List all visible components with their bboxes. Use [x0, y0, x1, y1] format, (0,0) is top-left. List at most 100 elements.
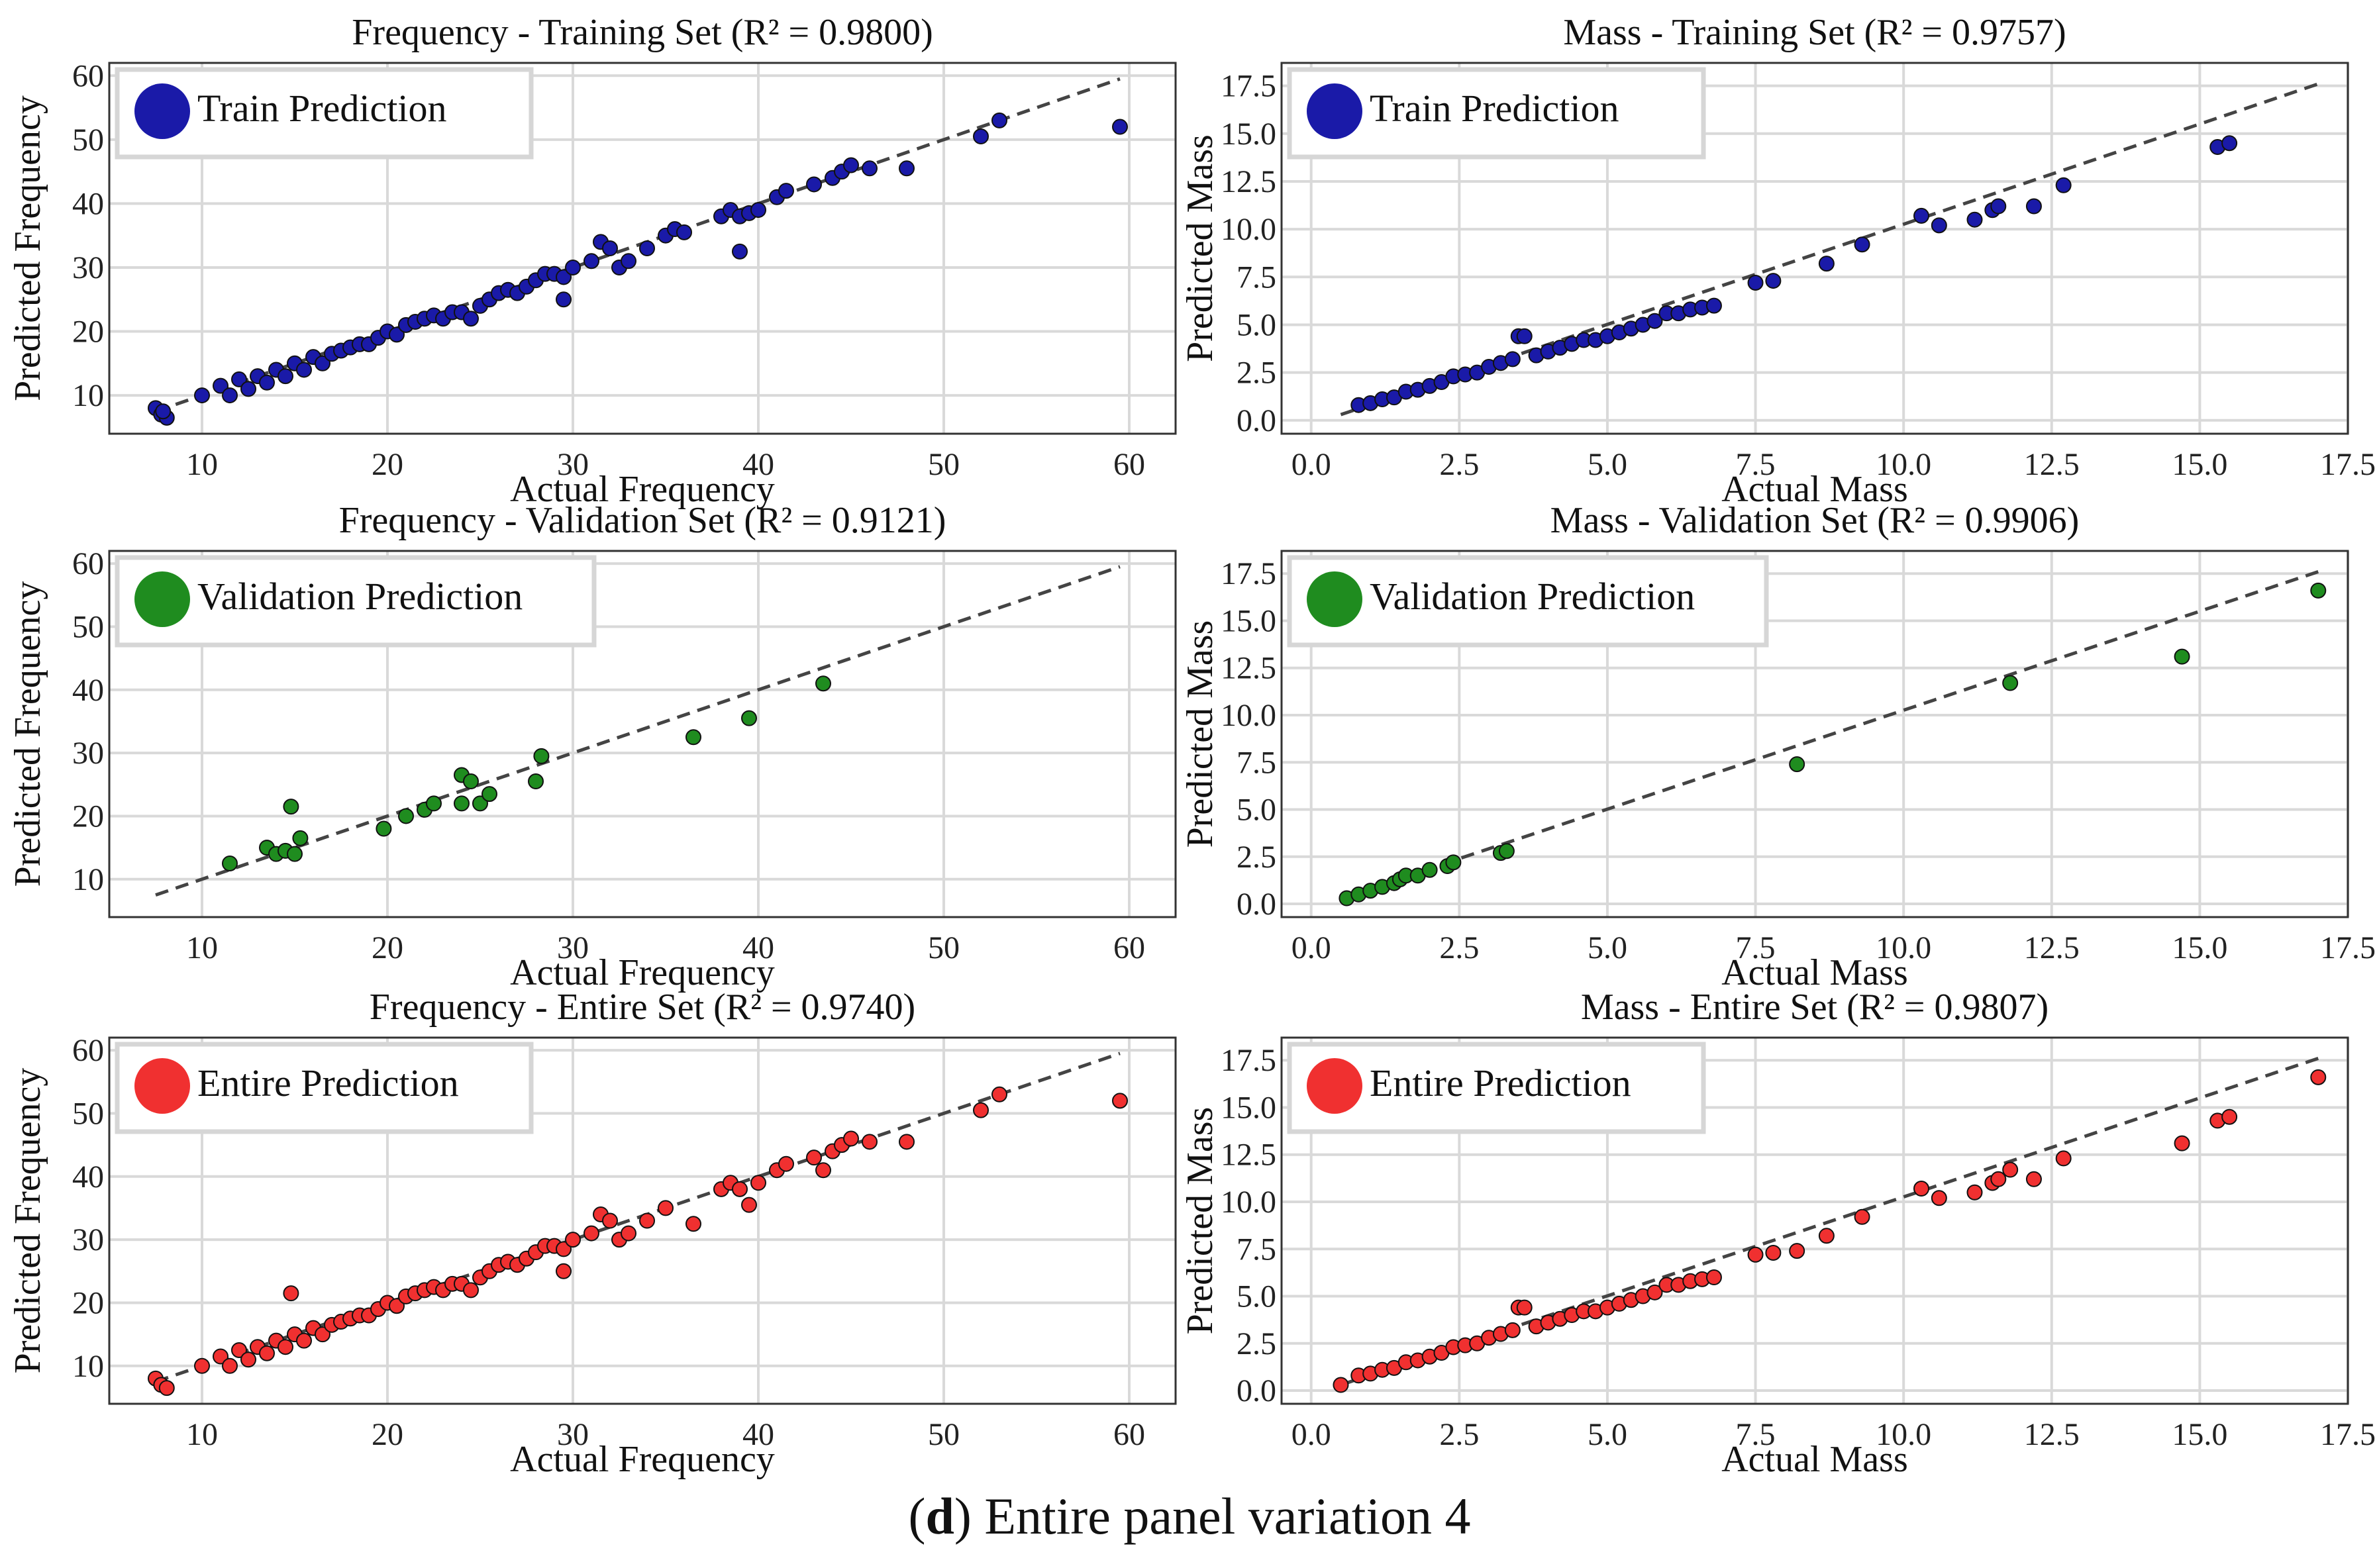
x-tick-label: 7.5	[1736, 447, 1776, 482]
x-tick-label: 10.0	[1876, 930, 1931, 965]
data-point	[1705, 297, 1722, 314]
data-point	[658, 1200, 674, 1216]
x-tick-label: 12.5	[2024, 447, 2080, 482]
data-point	[1646, 1284, 1663, 1300]
x-tick-label: 50	[928, 447, 960, 482]
x-tick-label: 0.0	[1291, 447, 1331, 482]
x-axis-label: Actual Mass	[1721, 952, 1908, 993]
caption-letter: d	[925, 1487, 954, 1545]
plot-frame	[1280, 1036, 2349, 1405]
x-tick-label: 10	[186, 1417, 218, 1452]
y-tick-label: 2.5	[1237, 840, 1276, 875]
data-point	[1789, 1243, 1805, 1259]
y-tick-label: 30	[72, 736, 104, 771]
data-point	[1421, 861, 1438, 878]
y-tick-label: 10	[72, 1349, 104, 1384]
data-point	[2310, 582, 2327, 599]
data-point	[376, 820, 392, 837]
x-axis-label: Actual Mass	[1721, 469, 1908, 510]
data-point	[1765, 1244, 1782, 1261]
data-point	[685, 1216, 701, 1232]
data-point	[231, 1342, 247, 1358]
data-point	[843, 1130, 859, 1147]
x-tick-label: 15.0	[2172, 930, 2227, 965]
data-point	[1818, 1228, 1835, 1244]
y-tick-label: 20	[72, 799, 104, 834]
data-point	[565, 259, 581, 275]
data-point	[778, 1155, 794, 1172]
data-point	[639, 1212, 655, 1229]
data-point	[296, 1332, 312, 1349]
chart-freq-train: 10 20 30 40 50 60 10 20 30 40 50 60 Frequency - Trai…	[7, 12, 1177, 510]
reference-line	[155, 565, 1121, 897]
y-tick-label: 50	[72, 1096, 104, 1131]
data-point	[528, 773, 544, 790]
data-point	[1646, 313, 1663, 329]
data-point	[685, 729, 701, 746]
x-tick-label: 15.0	[2172, 447, 2227, 482]
legend-marker	[1307, 83, 1362, 139]
y-axis-label: Predicted Mass	[1180, 620, 1221, 848]
chart-freq-val: 10 20 30 40 50 60 10 20 30 40 50 60 Frequency - Vali…	[7, 500, 1177, 993]
y-tick-label: 5.0	[1237, 1279, 1276, 1314]
data-point	[1516, 1299, 1533, 1316]
data-point	[283, 799, 299, 815]
data-point	[565, 1232, 581, 1248]
y-tick-label: 20	[72, 1285, 104, 1320]
x-tick-label: 7.5	[1736, 1417, 1776, 1452]
y-tick-label: 60	[72, 546, 104, 581]
legend: Validation Prediction	[115, 555, 597, 648]
data-point	[398, 808, 414, 824]
x-tick-label: 5.0	[1588, 1417, 1627, 1452]
y-tick-label: 2.5	[1237, 356, 1276, 391]
chart-freq-all: 10 20 30 40 50 60 10 20 30 40 50 60 Frequency - Enti…	[7, 987, 1177, 1480]
data-point	[1966, 211, 1983, 228]
y-tick-label: 0.0	[1237, 1373, 1276, 1408]
y-tick-label: 60	[72, 58, 104, 93]
data-point	[732, 1181, 748, 1197]
data-point	[1112, 1093, 1128, 1109]
data-point	[389, 326, 405, 343]
data-point	[463, 311, 479, 327]
legend: Entire Prediction	[115, 1042, 534, 1134]
data-point	[602, 240, 618, 256]
chart-title: Mass - Entire Set (R² = 0.9807)	[1581, 987, 2049, 1028]
data-point	[639, 240, 655, 256]
plot-frame	[108, 1036, 1177, 1405]
figure-caption: (d) Entire panel variation 4	[0, 1487, 2379, 1546]
y-tick-label: 17.5	[1221, 556, 1276, 591]
y-tick-label: 40	[72, 186, 104, 221]
data-point	[1789, 756, 1805, 773]
x-tick-label: 50	[928, 1417, 960, 1452]
legend-marker	[1307, 1058, 1362, 1114]
x-tick-label: 7.5	[1736, 930, 1776, 965]
x-tick-label: 40	[742, 447, 774, 482]
legend-label: Entire Prediction	[197, 1061, 459, 1104]
data-point	[1990, 198, 2007, 215]
data-point	[213, 1348, 228, 1365]
y-tick-label: 0.0	[1237, 403, 1276, 438]
legend-label: Train Prediction	[1370, 87, 1619, 130]
data-point	[991, 112, 1007, 128]
data-point	[1854, 1208, 1870, 1225]
x-tick-label: 15.0	[2172, 1417, 2227, 1452]
legend: Train Prediction	[1287, 67, 1706, 160]
data-point	[1112, 119, 1128, 135]
y-tick-label: 12.5	[1221, 1138, 1276, 1173]
x-tick-label: 30	[557, 447, 589, 482]
data-point	[481, 786, 497, 803]
data-point	[556, 1241, 572, 1257]
data-point	[155, 403, 172, 420]
data-point	[1747, 1246, 1764, 1263]
data-point	[2025, 198, 2042, 215]
plot-frame	[108, 62, 1177, 435]
data-point	[806, 1150, 822, 1166]
x-tick-label: 60	[1113, 930, 1145, 965]
data-point	[287, 846, 303, 862]
data-point	[2221, 135, 2238, 152]
y-tick-label: 40	[72, 1159, 104, 1195]
y-tick-label: 7.5	[1237, 260, 1276, 295]
data-point	[283, 1285, 299, 1302]
data-point	[843, 157, 859, 173]
